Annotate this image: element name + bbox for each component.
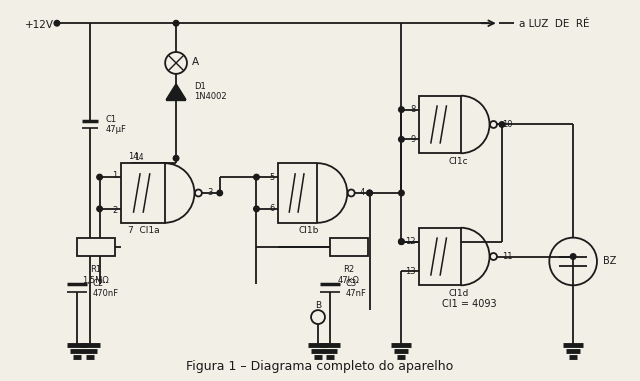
Circle shape xyxy=(499,122,505,127)
Bar xyxy=(419,96,461,153)
Bar xyxy=(419,228,461,285)
Circle shape xyxy=(54,21,60,26)
Text: 1: 1 xyxy=(112,171,118,179)
Bar xyxy=(77,238,115,256)
Circle shape xyxy=(253,206,259,211)
Circle shape xyxy=(173,155,179,161)
Bar xyxy=(330,238,367,256)
Text: Figura 1 – Diagrama completo do aparelho: Figura 1 – Diagrama completo do aparelho xyxy=(186,360,454,373)
Circle shape xyxy=(399,137,404,142)
Text: 14: 14 xyxy=(128,152,139,161)
Text: CI1 = 4093: CI1 = 4093 xyxy=(442,299,496,309)
Text: CI1d: CI1d xyxy=(449,289,468,298)
Polygon shape xyxy=(166,84,186,100)
Text: C2
470nF: C2 470nF xyxy=(93,279,119,298)
Text: C3
47nF: C3 47nF xyxy=(346,279,367,298)
Text: a LUZ  DE  RÉ: a LUZ DE RÉ xyxy=(518,19,589,29)
Circle shape xyxy=(253,174,259,180)
Text: R1
1,5MΩ: R1 1,5MΩ xyxy=(83,266,109,285)
Circle shape xyxy=(570,254,576,259)
Text: D1
1N4002: D1 1N4002 xyxy=(194,82,227,101)
Circle shape xyxy=(97,206,102,211)
Text: 7  CI1a: 7 CI1a xyxy=(128,226,159,235)
Circle shape xyxy=(399,190,404,196)
Text: 9: 9 xyxy=(410,135,415,144)
Text: 4: 4 xyxy=(360,189,365,197)
Text: 5: 5 xyxy=(269,173,275,182)
Text: 10: 10 xyxy=(502,120,513,129)
Text: R2
47kΩ: R2 47kΩ xyxy=(338,266,360,285)
Circle shape xyxy=(399,107,404,112)
Text: B: B xyxy=(315,301,321,310)
Circle shape xyxy=(367,190,372,196)
Text: C1
47μF: C1 47μF xyxy=(106,115,127,134)
Text: BZ: BZ xyxy=(603,256,616,266)
Circle shape xyxy=(97,174,102,180)
Text: 2: 2 xyxy=(112,207,118,215)
Bar xyxy=(122,163,164,223)
Text: 14: 14 xyxy=(134,153,144,162)
Text: 12: 12 xyxy=(405,237,415,246)
Text: A: A xyxy=(192,57,199,67)
Circle shape xyxy=(173,21,179,26)
Circle shape xyxy=(399,239,404,244)
Circle shape xyxy=(367,190,372,196)
Circle shape xyxy=(217,190,223,196)
Text: 8: 8 xyxy=(410,105,415,114)
Text: +12V: +12V xyxy=(25,20,54,30)
Text: 11: 11 xyxy=(502,252,513,261)
Text: 3: 3 xyxy=(207,189,212,197)
Text: CI1b: CI1b xyxy=(298,226,319,235)
Bar xyxy=(278,163,317,223)
Text: CI1c: CI1c xyxy=(449,157,468,166)
Text: 13: 13 xyxy=(404,267,415,276)
Circle shape xyxy=(399,239,404,244)
Text: 6: 6 xyxy=(269,204,275,213)
